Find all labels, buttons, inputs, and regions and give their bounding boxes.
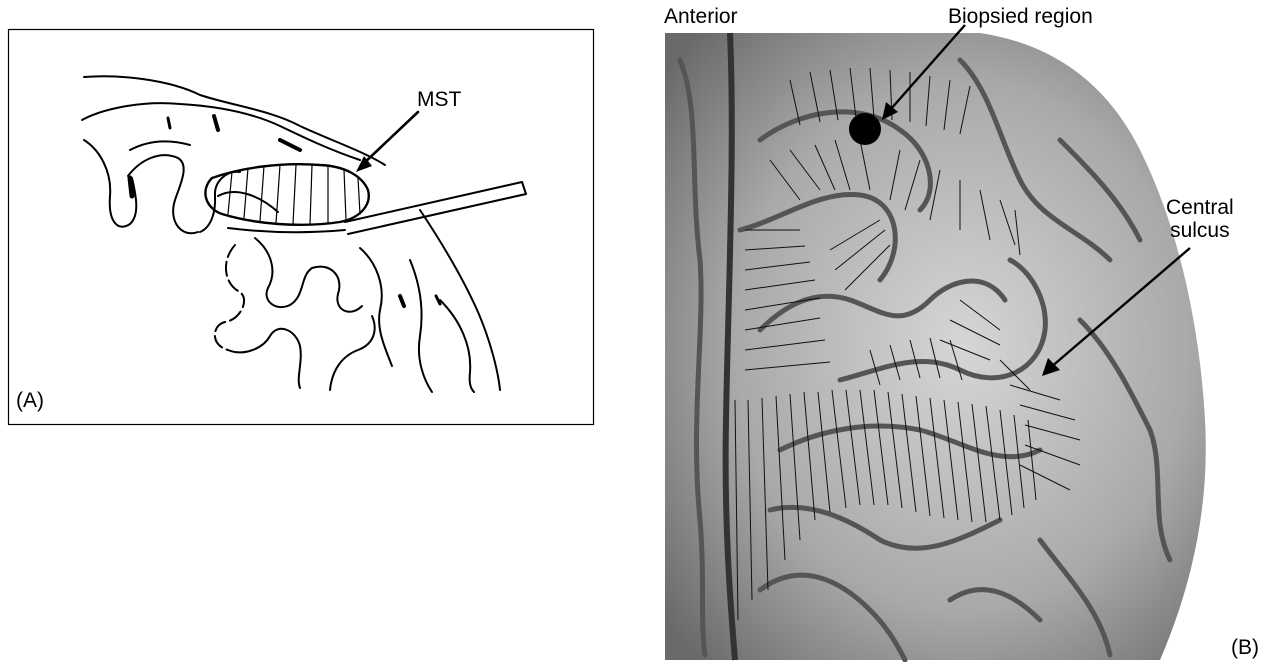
brain-sketch — [81, 75, 527, 393]
panel-a-label: (A) — [16, 389, 44, 412]
central-sulcus-line2: sulcus — [1170, 219, 1230, 242]
biopsy-arrow — [889, 24, 966, 111]
anterior-label: Anterior — [664, 5, 738, 28]
panel-b — [665, 24, 1206, 662]
central-sulcus-line1: Central — [1166, 196, 1234, 219]
central-sulcus-arrow — [1049, 247, 1191, 369]
mst-label: MST — [417, 88, 462, 111]
biopsy-site — [849, 113, 881, 145]
panel-a — [7, 28, 595, 426]
transection-lines — [734, 67, 1081, 621]
central-sulcus-arrowhead — [1042, 358, 1060, 376]
panel-b-label: (B) — [1231, 636, 1259, 659]
midline-fissure — [722, 32, 738, 661]
central-sulcus-label: Central sulcus — [1166, 196, 1234, 242]
brain-photo — [665, 33, 1206, 660]
mst-arrowhead — [356, 156, 372, 172]
biopsied-region-label: Biopsied region — [948, 5, 1093, 28]
biopsy-arrowhead — [882, 102, 898, 120]
